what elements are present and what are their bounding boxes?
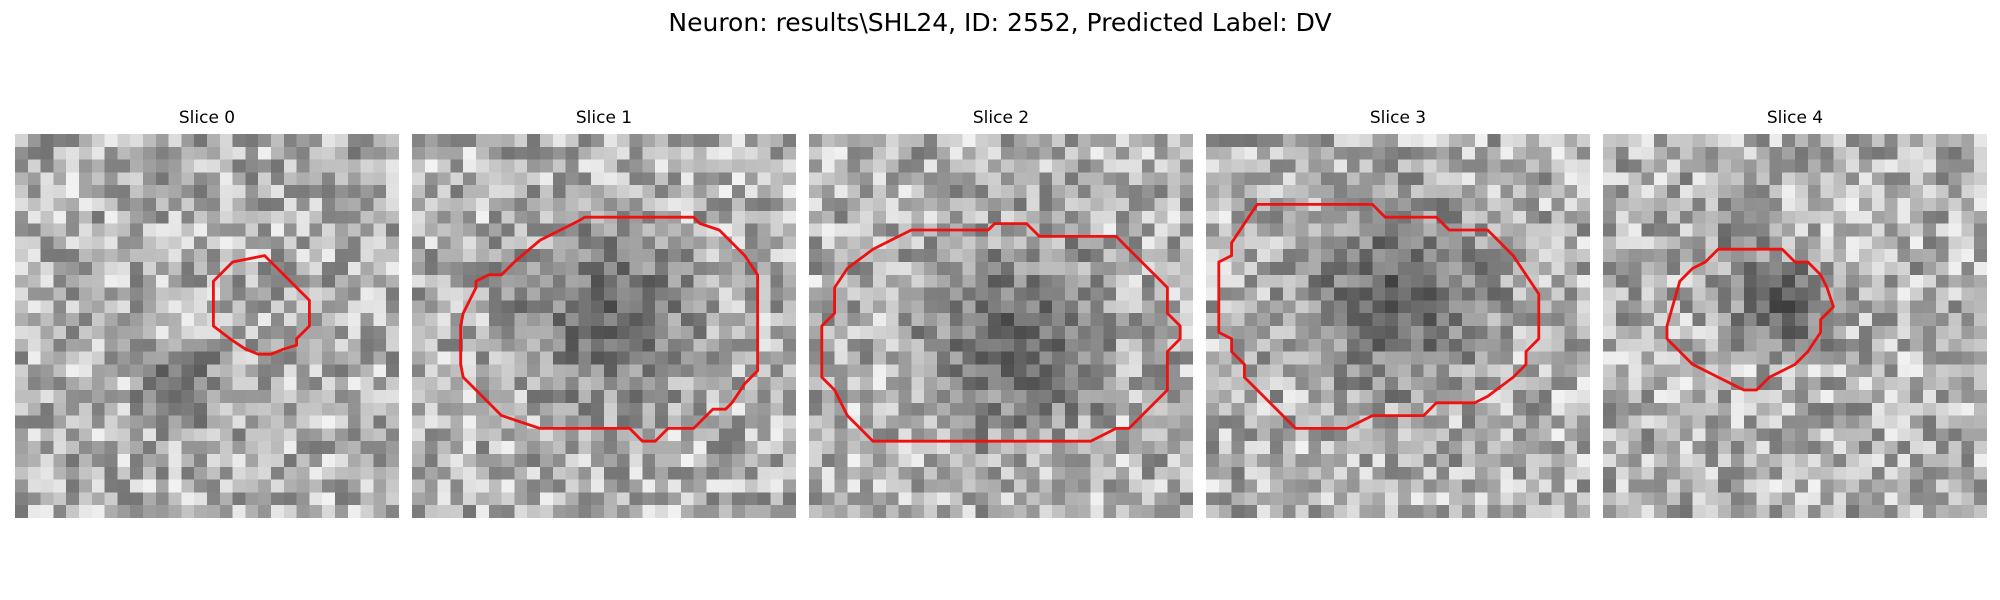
- slice-image-3: [1206, 134, 1590, 518]
- pixel-grid: [1603, 134, 1987, 518]
- slice-image-4: [1603, 134, 1987, 518]
- slice-image-1: [412, 134, 796, 518]
- slice-title-0: Slice 0: [178, 108, 236, 128]
- roi-contour: [1217, 202, 1541, 430]
- slice-panel-3: Slice 3: [1206, 108, 1590, 520]
- roi-contour: [459, 215, 760, 443]
- roi-contour: [211, 254, 311, 356]
- slice-panel-2: Slice 2: [809, 108, 1193, 520]
- slice-image-2: [809, 134, 1193, 518]
- slice-panel-1: Slice 1: [412, 108, 796, 520]
- slice-title-1: Slice 1: [575, 108, 633, 128]
- roi-contour: [820, 222, 1182, 443]
- pixel-grid: [412, 134, 796, 518]
- pixel-grid: [15, 134, 399, 518]
- slice-title-3: Slice 3: [1369, 108, 1427, 128]
- slice-title-2: Slice 2: [972, 108, 1030, 128]
- pixel-grid: [1206, 134, 1590, 518]
- slice-panel-0: Slice 0: [15, 108, 399, 520]
- slice-title-4: Slice 4: [1766, 108, 1824, 128]
- pixel-grid: [809, 134, 1193, 518]
- roi-contour: [1665, 247, 1835, 392]
- figure-title: Neuron: results\SHL24, ID: 2552, Predict…: [668, 8, 1332, 37]
- slice-image-0: [15, 134, 399, 518]
- slice-panel-4: Slice 4: [1603, 108, 1987, 520]
